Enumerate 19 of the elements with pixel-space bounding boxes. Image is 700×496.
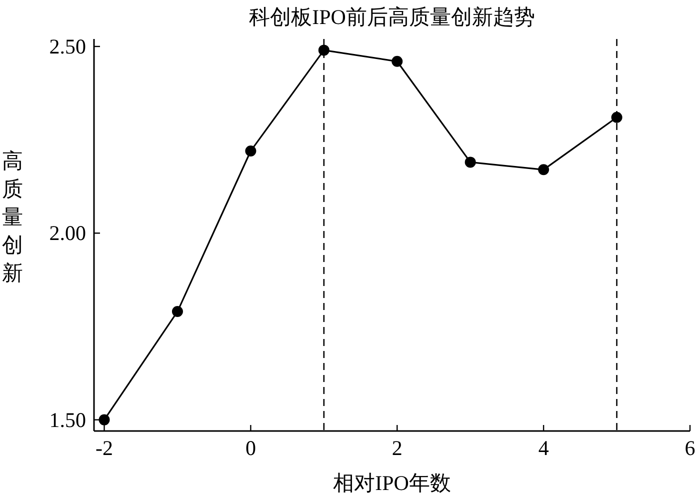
- point: [245, 146, 256, 156]
- point: [611, 112, 622, 123]
- y-tick-label: 1.50: [49, 408, 86, 432]
- x-axis-title: 相对IPO年数: [333, 471, 451, 495]
- point: [538, 164, 550, 176]
- point: [464, 156, 476, 168]
- y-axis-title: 高质量创新: [2, 149, 23, 285]
- y-tick-label: 2.50: [49, 34, 86, 58]
- x-tick-label: 2: [392, 436, 402, 460]
- point: [172, 306, 183, 318]
- x-tick-label: 6: [684, 436, 696, 460]
- x-tick-label: 4: [538, 436, 550, 460]
- x-tick-label: -2: [96, 436, 113, 460]
- x-tick-label: 0: [245, 436, 256, 460]
- point: [98, 414, 110, 426]
- point: [392, 56, 403, 67]
- y-tick-label: 2.00: [49, 221, 86, 246]
- point: [318, 44, 330, 56]
- chart-title: 科创板IPO前后高质量创新趋势: [249, 5, 535, 29]
